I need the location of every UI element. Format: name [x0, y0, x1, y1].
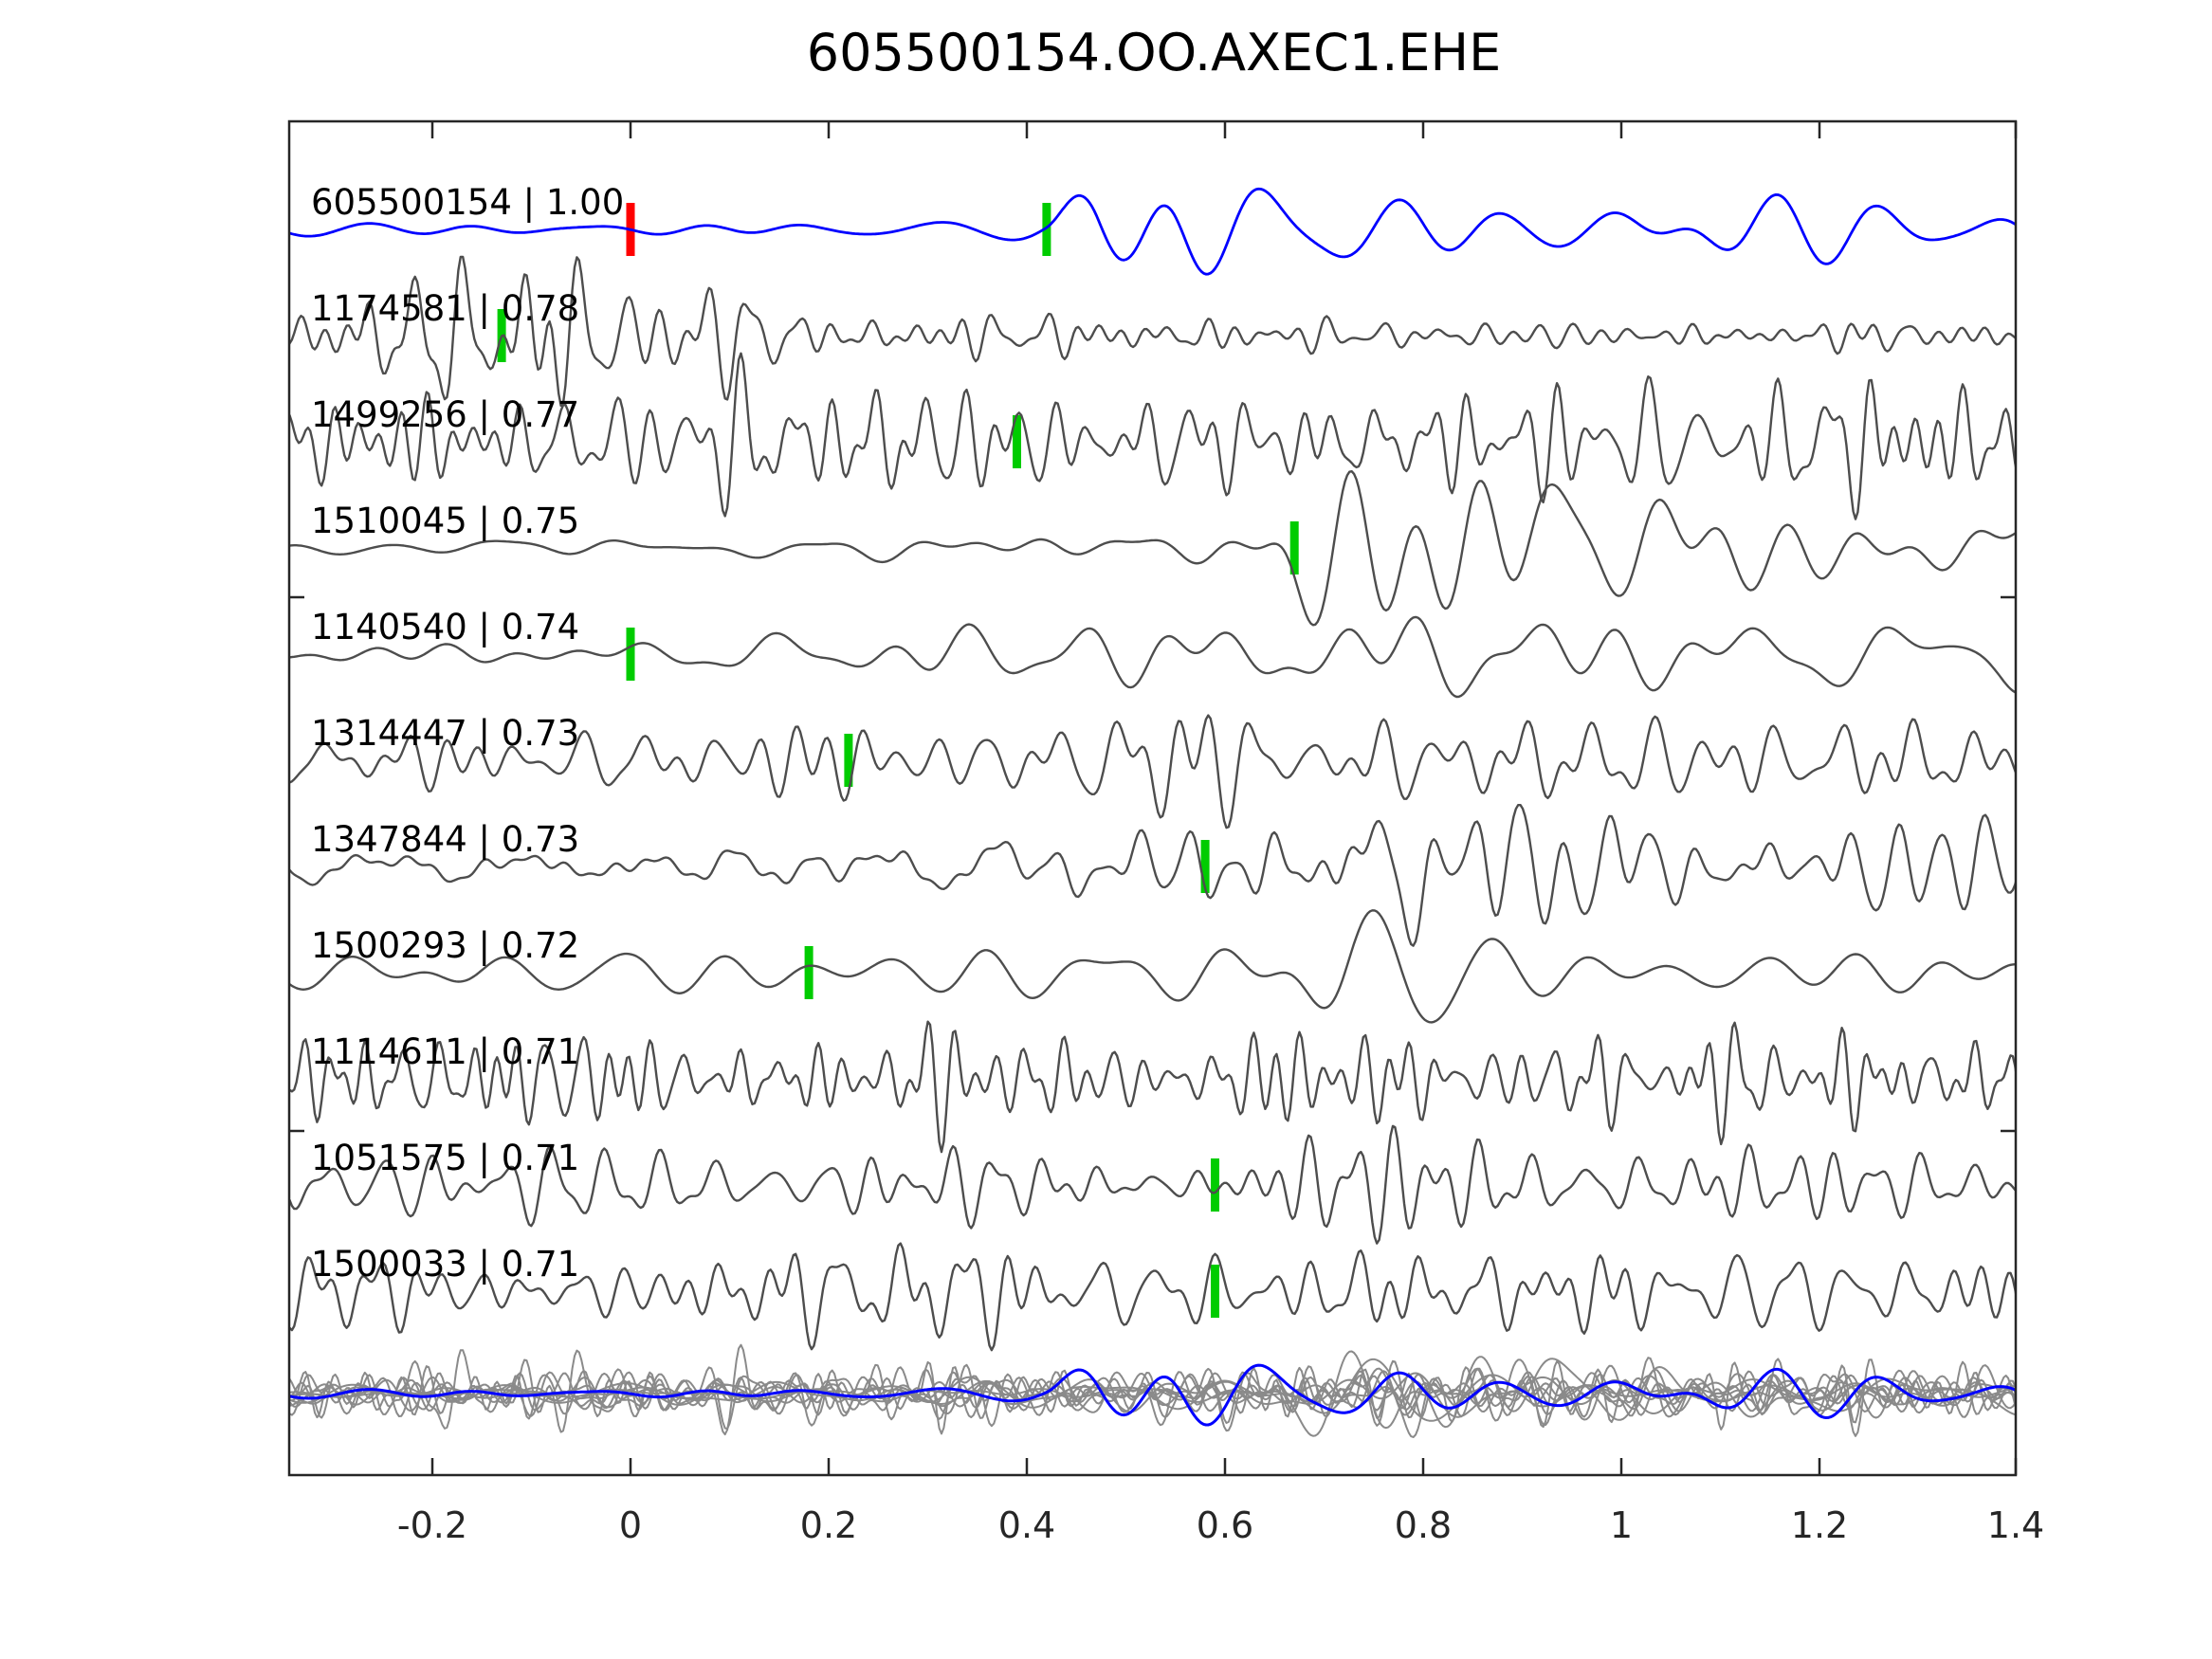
x-tick-label: 1 [1610, 1504, 1633, 1546]
matched-pick-marker [804, 946, 814, 999]
match-trace-path [289, 470, 2016, 627]
overlay-match-trace-path [289, 1358, 2016, 1422]
match-trace-path [289, 909, 2016, 1024]
figure-title: 605500154.OO.AXEC1.EHE [807, 23, 1501, 82]
overlay-match-trace-path [289, 1360, 2016, 1435]
matched-pick-marker [1211, 1158, 1219, 1212]
x-tick-labels-layer: -0.2 0 0.2 0.4 0.6 0.8 1 1.2 1.4 [397, 1504, 2044, 1546]
match-trace-path [289, 804, 2016, 947]
x-tick-label: -0.2 [397, 1504, 467, 1546]
match-trace-path [289, 1124, 2016, 1245]
trace-label: 1174581 | 0.78 [311, 288, 579, 329]
match-trace-path [289, 255, 2016, 408]
axes-border [287, 119, 2018, 1477]
pick-markers-layer [497, 203, 1299, 1318]
trace-label: 1314447 | 0.73 [311, 713, 579, 754]
trace-label: 1499256 | 0.77 [311, 394, 579, 435]
matched-pick-marker [1042, 203, 1051, 256]
trace-label: 1500293 | 0.72 [311, 925, 579, 966]
matched-pick-marker [1211, 1265, 1219, 1318]
matched-pick-marker [1200, 840, 1210, 893]
matched-pick-marker [626, 628, 635, 681]
traces-layer [289, 187, 2016, 1438]
trace-label: 1140540 | 0.74 [311, 607, 579, 647]
x-tick-label: 0.8 [1395, 1504, 1452, 1546]
axes-layer [287, 119, 2018, 1477]
x-tick-label: 1.2 [1791, 1504, 1848, 1546]
match-trace-path [289, 714, 2016, 830]
matched-pick-marker [844, 734, 853, 787]
trace-label: 1347844 | 0.73 [311, 819, 579, 860]
match-trace-path [289, 1020, 2016, 1154]
matched-pick-marker [1289, 521, 1299, 574]
overlay-template-trace-path [289, 1363, 2016, 1427]
match-trace-path [289, 1242, 2016, 1352]
overlay-match-trace-path [289, 1359, 2016, 1427]
trace-label: 1500033 | 0.71 [311, 1244, 579, 1285]
trace-label: 1510045 | 0.75 [311, 501, 579, 541]
matched-pick-marker [1013, 415, 1021, 468]
x-tick-label: 0 [619, 1504, 642, 1546]
match-trace-path [289, 352, 2016, 520]
x-tick-label: 0.4 [998, 1504, 1055, 1546]
x-tick-label: 1.4 [1987, 1504, 2044, 1546]
trace-label: 605500154 | 1.00 [311, 182, 624, 223]
template-trace-path [289, 187, 2016, 276]
match-trace-path [289, 615, 2016, 699]
trace-labels-layer: 605500154 | 1.00 1174581 | 0.78 1499256 | … [311, 182, 624, 1285]
trace-label: 1114611 | 0.71 [311, 1031, 579, 1072]
x-tick-label: 0.6 [1197, 1504, 1253, 1546]
trace-label: 1051575 | 0.71 [311, 1138, 579, 1178]
x-tick-label: 0.2 [800, 1504, 857, 1546]
